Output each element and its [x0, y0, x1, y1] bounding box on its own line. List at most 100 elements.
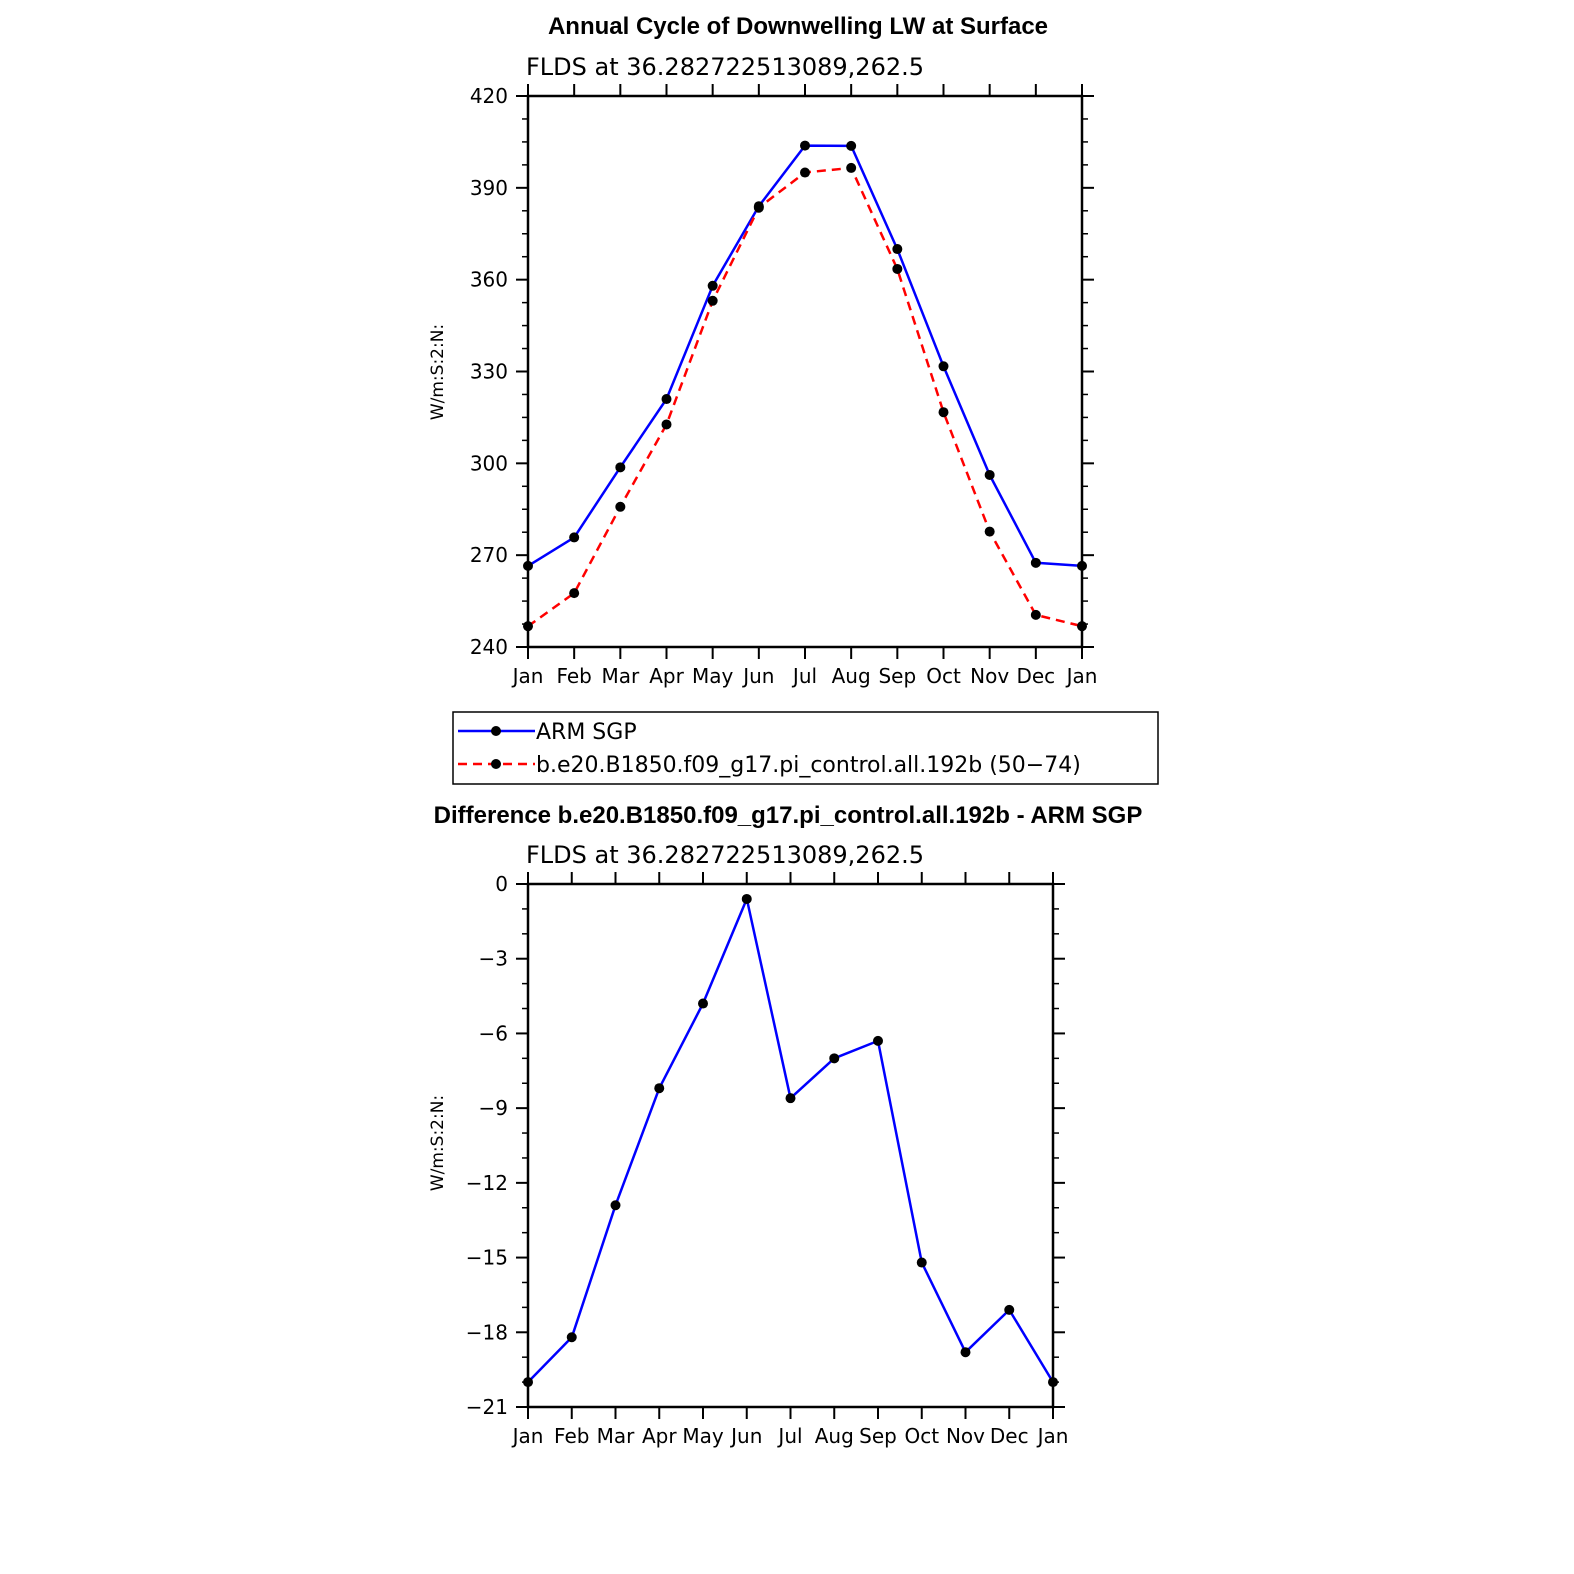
- x-tick-label: Dec: [1016, 664, 1055, 688]
- data-point: [566, 1332, 577, 1343]
- data-point: [654, 1083, 665, 1094]
- data-point: [892, 263, 903, 274]
- x-tick-label: Jan: [511, 664, 544, 688]
- x-tick-label: Jun: [729, 1424, 762, 1448]
- x-tick-label: Jul: [791, 664, 817, 688]
- x-tick-label: Aug: [815, 1424, 854, 1448]
- x-tick-label: Jan: [1065, 664, 1098, 688]
- plot-frame: [526, 882, 1055, 1409]
- data-point: [1030, 557, 1041, 568]
- x-tick-label: Nov: [946, 1424, 985, 1448]
- y-tick-label: 300: [470, 451, 508, 475]
- y-tick-label: 420: [470, 84, 508, 108]
- data-point: [569, 532, 580, 543]
- data-point: [829, 1053, 840, 1064]
- data-point: [984, 526, 995, 537]
- data-point: [1048, 1377, 1058, 1388]
- y-tick-label: −12: [466, 1171, 508, 1195]
- data-point: [661, 394, 672, 405]
- data-point: [707, 295, 718, 306]
- chart-title: Annual Cycle of Downwelling LW at Surfac…: [548, 13, 1048, 40]
- data-point: [523, 1377, 533, 1388]
- x-tick-label: Jan: [511, 1424, 544, 1448]
- data-point: [741, 893, 752, 904]
- x-tick-label: Oct: [926, 664, 961, 688]
- legend-label-arm-sgp: ARM SGP: [536, 720, 637, 745]
- data-point: [938, 361, 949, 372]
- data-point: [785, 1093, 796, 1104]
- data-point: [707, 280, 718, 291]
- x-tick-label: Jun: [741, 664, 774, 688]
- data-point: [1077, 560, 1087, 571]
- y-tick-label: −3: [479, 947, 508, 971]
- legend-marker-arm-sgp: [491, 726, 501, 736]
- y-tick-label: 270: [470, 543, 508, 567]
- annual-cycle-chart: Annual Cycle of Downwelling LW at Surfac…: [428, 13, 1159, 785]
- y-axis-label: W/m:S:2:N:: [428, 324, 448, 420]
- data-point: [800, 167, 810, 178]
- data-point: [610, 1200, 621, 1211]
- y-axis: −21 −18 −15 −12 −9 −6 −3 0: [466, 872, 1065, 1419]
- data-point: [984, 469, 995, 480]
- plot-frame: [526, 94, 1084, 649]
- y-tick-label: 0: [495, 872, 508, 896]
- data-point: [916, 1257, 927, 1268]
- x-tick-label: Feb: [556, 664, 591, 688]
- x-tick-label: Apr: [649, 664, 684, 688]
- legend: ARM SGP b.e20.B1850.f09_g17.pi_control.a…: [452, 711, 1159, 785]
- series-layer: [523, 140, 1087, 632]
- data-point: [615, 501, 626, 512]
- series-line-1: [527, 166, 1083, 628]
- data-point: [846, 162, 857, 173]
- x-tick-label: Jan: [1036, 1424, 1069, 1448]
- x-tick-label: Aug: [832, 664, 871, 688]
- x-tick-label: Mar: [597, 1424, 636, 1448]
- series-line-0: [527, 897, 1055, 1383]
- x-axis: Jan Feb Mar Apr May Jun Jul Aug Sep Oct Nov Dec Jan: [511, 872, 1069, 1448]
- y-tick-label: 360: [470, 268, 508, 292]
- chart-title: Difference b.e20.B1850.f09_g17.pi_contro…: [434, 802, 1143, 829]
- y-tick-label: 240: [470, 635, 508, 659]
- data-point: [523, 560, 533, 571]
- series-layer: [523, 893, 1058, 1388]
- difference-chart: Difference b.e20.B1850.f09_g17.pi_contro…: [428, 802, 1142, 1448]
- data-point: [523, 621, 533, 632]
- legend-marker-model: [491, 759, 501, 769]
- x-tick-label: May: [692, 664, 734, 688]
- x-tick-label: Feb: [554, 1424, 589, 1448]
- x-tick-label: Sep: [878, 664, 916, 688]
- y-tick-label: −18: [466, 1320, 508, 1344]
- data-point: [698, 998, 708, 1009]
- chart-subtitle: FLDS at 36.282722513089,262.5: [526, 53, 924, 81]
- x-tick-label: Dec: [990, 1424, 1029, 1448]
- y-tick-label: −9: [479, 1096, 508, 1120]
- y-tick-label: 330: [470, 360, 508, 384]
- y-tick-label: −15: [466, 1246, 508, 1270]
- chart-subtitle: FLDS at 36.282722513089,262.5: [526, 841, 924, 869]
- data-point: [873, 1035, 883, 1046]
- y-tick-label: −21: [466, 1395, 508, 1419]
- x-tick-label: Jul: [776, 1424, 802, 1448]
- data-point: [753, 202, 764, 213]
- data-point: [569, 588, 580, 599]
- data-point: [938, 407, 949, 418]
- data-point: [661, 419, 672, 430]
- data-point: [1004, 1304, 1015, 1315]
- y-tick-label: −6: [479, 1021, 508, 1045]
- data-point: [615, 462, 626, 473]
- x-tick-label: May: [682, 1424, 724, 1448]
- y-tick-label: 390: [470, 176, 508, 200]
- data-point: [1030, 609, 1041, 620]
- x-axis: Jan Feb Mar Apr May Jun Jul Aug Sep Oct Nov Dec Jan: [511, 84, 1098, 688]
- y-axis: 240 270 300 330 360 390 420: [470, 84, 1094, 659]
- x-tick-label: Apr: [642, 1424, 677, 1448]
- x-tick-label: Oct: [904, 1424, 939, 1448]
- y-axis-label: W/m:S:2:N:: [428, 1095, 448, 1191]
- legend-box: [452, 711, 1159, 785]
- legend-label-model: b.e20.B1850.f09_g17.pi_control.all.192b …: [536, 753, 1081, 778]
- data-point: [1077, 621, 1087, 632]
- series-line-0: [527, 144, 1083, 568]
- data-point: [846, 140, 857, 151]
- x-tick-label: Mar: [601, 664, 640, 688]
